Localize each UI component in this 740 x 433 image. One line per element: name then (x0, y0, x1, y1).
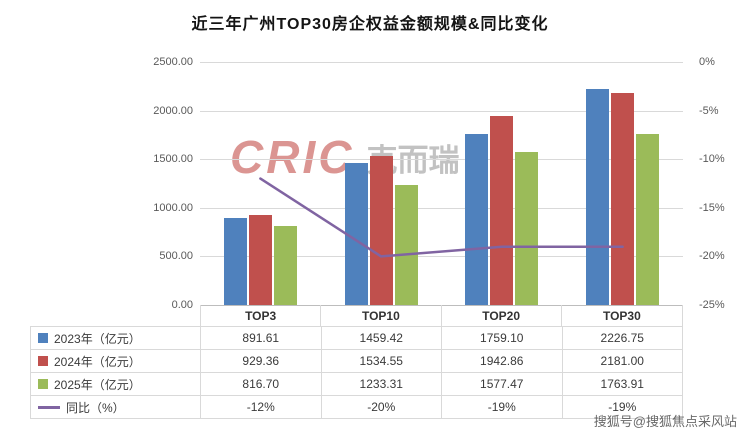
x-axis-line (200, 305, 683, 306)
table-value-row2-top30: 1763.91 (562, 373, 683, 396)
bar-2023-top30 (586, 88, 610, 305)
bar-group-top3 (200, 62, 321, 305)
bar-group-top30 (562, 62, 683, 305)
legend-label: 2023年（亿元） (54, 331, 141, 346)
right-axis-tick-label: -5% (699, 104, 719, 117)
table-value-row1-top10: 1534.55 (321, 350, 442, 373)
table-value-row0-top10: 1459.42 (321, 327, 442, 350)
bar-2025-top3 (273, 225, 297, 305)
bar-2024-top20 (490, 116, 514, 305)
bar-2023-top3 (223, 218, 247, 305)
table-header-row: TOP3 TOP10 TOP20 TOP30 (200, 305, 683, 326)
column-header-top30: TOP30 (602, 308, 641, 323)
left-axis-tick-label: 500.00 (159, 250, 193, 263)
right-axis-tick-label: -20% (699, 250, 725, 263)
legend-cell-row-0: 2023年（亿元） (31, 327, 201, 350)
yoy-line-layer (259, 177, 624, 258)
left-axis-tick-label: 1000.00 (153, 201, 193, 214)
legend-cell-row-1: 2024年（亿元） (31, 350, 201, 373)
table-value-row0-top30: 2226.75 (562, 327, 683, 350)
legend-label: 2024年（亿元） (54, 354, 141, 369)
column-header-top20: TOP20 (442, 305, 562, 326)
yoy-line (259, 177, 624, 258)
table-value-row2-top3: 816.70 (201, 373, 322, 396)
bar-group-top10 (321, 62, 442, 305)
line-legend-key-icon (38, 405, 60, 409)
table-value-row3-top30: -19% (562, 396, 683, 419)
table-value-row1-top3: 929.36 (201, 350, 322, 373)
table-value-row3-top20: -19% (442, 396, 563, 419)
gridline (200, 207, 683, 209)
chart-title: 近三年广州TOP30房企权益金额规模&同比变化 (191, 16, 549, 33)
gridline (200, 159, 683, 161)
gridline (200, 110, 683, 112)
left-axis-tick-label: 2500.00 (153, 56, 193, 68)
left-axis-tick-label: 0.00 (171, 299, 193, 311)
bar-2024-top10 (369, 155, 393, 305)
bar-legend-key-icon (38, 356, 48, 366)
legend-cell-row-3: 同比（%） (31, 396, 201, 419)
plot-area (200, 62, 683, 306)
bar-group-top20 (442, 62, 563, 305)
bar-2025-top30 (636, 133, 660, 305)
table-value-row2-top20: 1577.47 (442, 373, 563, 396)
sohu-watermark: 搜狐号@搜狐焦点采风站 (593, 414, 737, 429)
right-axis-tick-label: -25% (699, 299, 725, 311)
legend-label: 同比（%） (66, 400, 125, 415)
table-value-row0-top20: 1759.10 (442, 327, 563, 350)
column-header-top3: TOP3 (201, 305, 322, 326)
left-value-axis: 2500.00 2000.00 1500.00 1000.00 500.00 0.00 (136, 56, 193, 311)
table-value-row0-top3: 891.61 (201, 327, 322, 350)
bar-2023-top10 (344, 163, 368, 305)
bar-2025-top10 (394, 185, 418, 305)
bar-2024-top30 (611, 93, 635, 305)
bar-2023-top20 (465, 134, 489, 305)
legend-label: 2025年（亿元） (54, 377, 141, 392)
bar-legend-key-icon (38, 379, 48, 389)
right-axis-tick-label: -15% (699, 201, 725, 214)
bar-2025-top20 (515, 151, 539, 305)
data-table: 2023年（亿元） 891.61 1459.42 1759.10 2226.75 2024… (30, 326, 683, 419)
bar-legend-key-icon (38, 333, 48, 343)
column-header-top10: TOP10 (321, 305, 442, 326)
right-percent-axis: 0% -5% -10% -15% -20% -25% (699, 56, 739, 311)
legend-cell-row-2: 2025年（亿元） (31, 373, 201, 396)
table-value-row2-top10: 1233.31 (321, 373, 442, 396)
gridline (200, 256, 683, 258)
table-value-row1-top30: 2181.00 (562, 350, 683, 373)
left-axis-tick-label: 2000.00 (153, 104, 193, 117)
table-value-row3-top10: -20% (321, 396, 442, 419)
table-value-row1-top20: 1942.86 (442, 350, 563, 373)
right-axis-tick-label: 0% (699, 56, 715, 68)
bar-2024-top3 (248, 214, 272, 305)
gridline (200, 62, 683, 63)
left-axis-tick-label: 1500.00 (153, 153, 193, 166)
table-value-row3-top3: -12% (201, 396, 322, 419)
right-axis-tick-label: -10% (699, 153, 725, 166)
